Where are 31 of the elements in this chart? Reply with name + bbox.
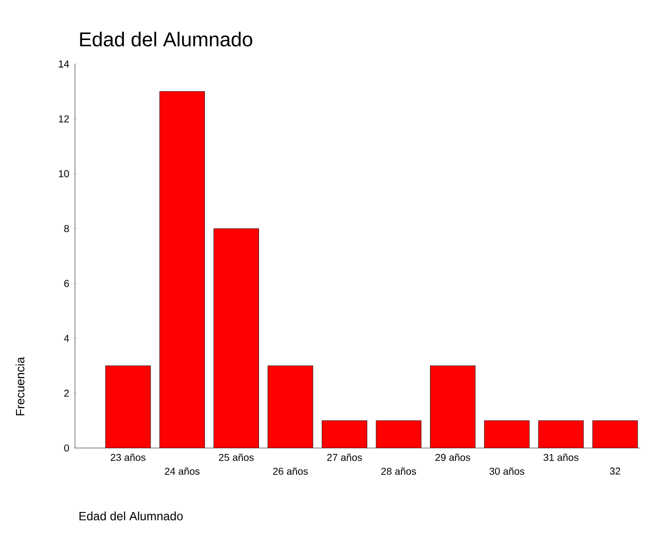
bar	[106, 366, 151, 448]
y-tick-label: 10	[58, 170, 69, 178]
bar	[322, 420, 368, 448]
x-tick-label: 28 años	[381, 468, 416, 475]
bar	[592, 420, 638, 448]
bar	[214, 228, 259, 448]
x-tick-label: 25 años	[218, 454, 254, 461]
bar	[538, 420, 584, 448]
x-tick-label: 30 años	[489, 468, 524, 475]
x-axis-title: Edad del Alumnado	[80, 512, 183, 520]
x-tick-label: 31 años	[544, 454, 578, 461]
bar	[268, 366, 313, 448]
y-tick-label: 8	[64, 225, 69, 232]
bar	[430, 366, 476, 448]
x-tick-label: 26 años	[273, 468, 308, 475]
x-tick-label: 23 años	[110, 454, 146, 461]
y-tick-label: 2	[64, 390, 69, 397]
x-tick-label: 32	[610, 468, 620, 475]
y-tick-label: 6	[64, 280, 69, 287]
x-tick-label: 24 años	[164, 468, 200, 475]
bar	[376, 420, 422, 448]
x-tick-label: 29 años	[435, 454, 470, 461]
bar	[160, 91, 205, 448]
chart-title: Edad del Alumnado	[80, 32, 252, 46]
y-axis-title: Frecuencia	[16, 356, 24, 416]
y-tick-label: 0	[64, 444, 69, 452]
bar	[484, 420, 530, 448]
y-tick-label: 4	[64, 334, 70, 342]
y-tick-label: 14	[58, 60, 70, 68]
y-tick-label: 12	[58, 115, 69, 122]
x-tick-label: 27 años	[327, 454, 362, 461]
